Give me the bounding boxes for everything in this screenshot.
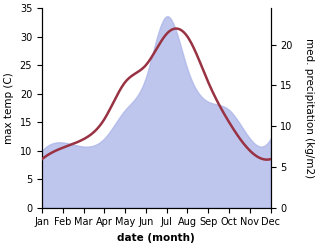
Y-axis label: med. precipitation (kg/m2): med. precipitation (kg/m2)	[304, 38, 314, 178]
X-axis label: date (month): date (month)	[117, 233, 195, 243]
Y-axis label: max temp (C): max temp (C)	[4, 72, 14, 144]
